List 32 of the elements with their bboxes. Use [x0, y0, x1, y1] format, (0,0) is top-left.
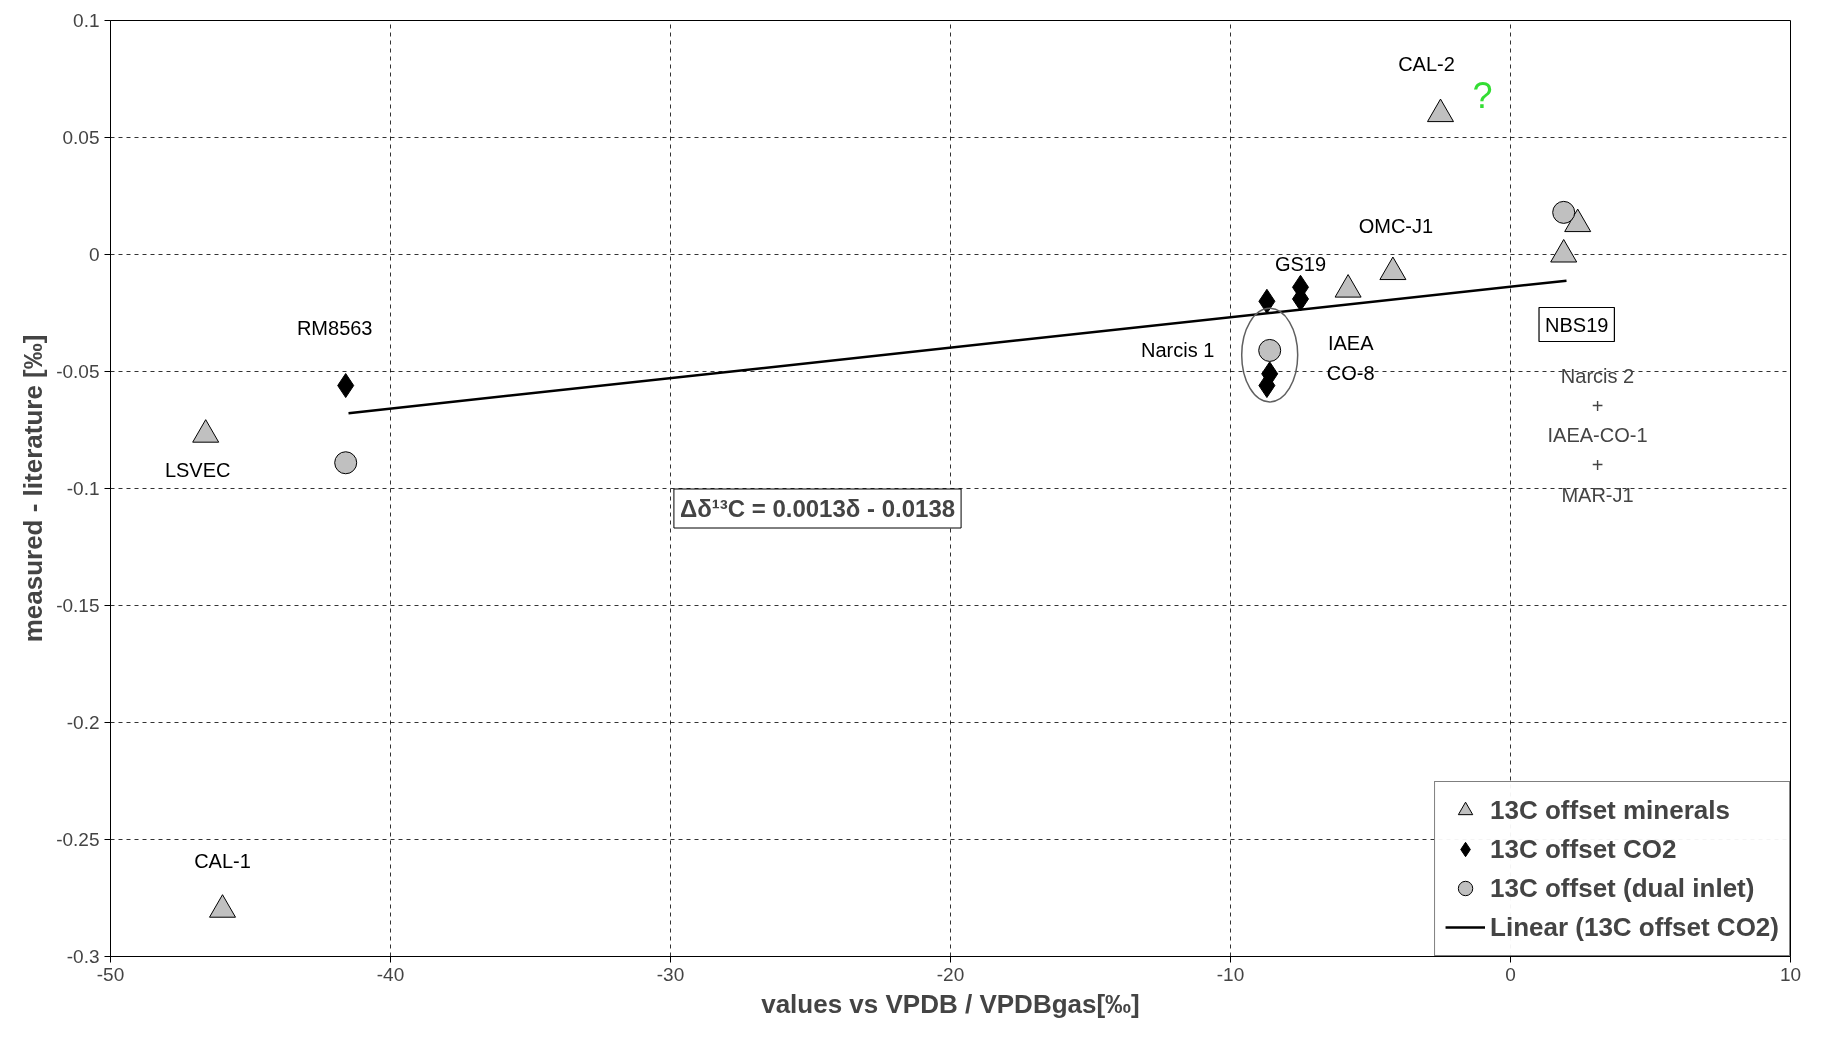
annotation: ?	[1472, 74, 1493, 116]
x-tick-label: 0	[1505, 963, 1516, 985]
x-tick-label: -20	[936, 963, 965, 985]
x-axis-title: values vs VPDB / VPDBgas[‰]	[761, 988, 1140, 1019]
y-tick-label: -0.1	[66, 478, 100, 499]
y-tick-label: 0	[88, 244, 100, 265]
annotation: GS19	[1274, 253, 1327, 276]
annotation: RM8563	[296, 316, 373, 339]
x-tick-label: -30	[656, 963, 685, 985]
y-axis-title: measured - literature [‰]	[18, 334, 49, 643]
legend-label: 13C offset (dual inlet)	[1490, 872, 1755, 904]
legend-label: 13C offset minerals	[1490, 794, 1730, 826]
annotation: LSVEC	[164, 458, 231, 481]
legend-label: 13C offset CO2	[1490, 833, 1677, 865]
y-tick-label: -0.05	[56, 361, 100, 382]
y-tick-label: -0.15	[56, 595, 100, 616]
annotation: Δδ¹³C = 0.0013δ - 0.0138	[679, 495, 956, 522]
x-tick-label: -40	[376, 963, 405, 985]
y-tick-label: -0.2	[66, 712, 100, 733]
annotation: CAL-2	[1398, 53, 1455, 76]
y-tick-label: 0.05	[62, 127, 100, 148]
y-tick-label: 0.1	[73, 10, 100, 31]
annotation: OMC-J1	[1358, 215, 1434, 238]
annotation: CAL-1	[194, 849, 251, 872]
annotation: Narcis 1	[1141, 339, 1215, 362]
annotation: IAEA CO-8	[1326, 331, 1375, 384]
x-tick-label: -10	[1216, 963, 1245, 985]
legend-label: Linear (13C offset CO2)	[1490, 911, 1779, 943]
annotation: Narcis 2 + IAEA-CO-1 + MAR-J1	[1547, 365, 1648, 506]
annotation: NBS19	[1545, 313, 1609, 336]
y-tick-label: -0.25	[56, 829, 100, 850]
x-tick-label: 10	[1779, 963, 1802, 985]
